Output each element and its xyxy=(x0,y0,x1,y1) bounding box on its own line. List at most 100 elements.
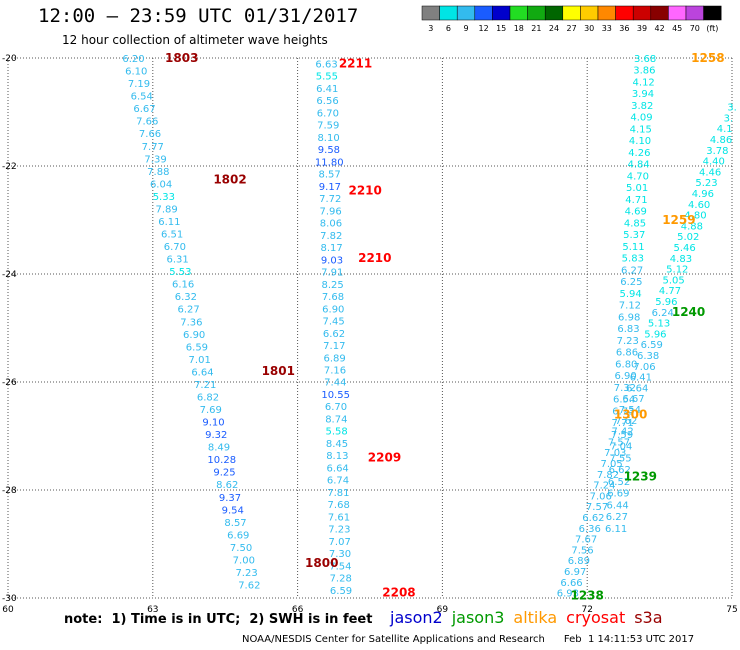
pass-number-label: 2208 xyxy=(382,586,415,600)
x-tick-label: 66 xyxy=(292,605,304,615)
wave-height-value: 6.98 xyxy=(618,312,640,323)
wave-height-value: 6.41 xyxy=(316,84,338,95)
wave-height-value: 9.37 xyxy=(219,493,241,504)
wave-height-value: 7.45 xyxy=(322,317,344,328)
wave-height-value: 6.89 xyxy=(568,556,590,567)
wave-height-value: 6.59 xyxy=(641,340,663,351)
wave-height-value: 4.88 xyxy=(681,221,703,232)
wave-height-value: 4.1 xyxy=(717,124,733,135)
wave-height-value: 6.69 xyxy=(227,530,249,541)
satellite-legend-cryosat: cryosat xyxy=(566,608,626,627)
wave-height-value: 9.25 xyxy=(213,468,235,479)
credit-line: NOAA/NESDIS Center for Satellite Applica… xyxy=(242,634,695,645)
colorbar-label: 18 xyxy=(514,24,524,33)
wave-height-value: 7.67 xyxy=(575,535,597,546)
x-tick-label: 69 xyxy=(437,605,449,615)
wave-height-value: 7.59 xyxy=(611,430,633,441)
wave-height-value: 7.17 xyxy=(323,341,345,352)
colorbar-label: 12 xyxy=(479,24,489,33)
colorbar-label: 24 xyxy=(549,24,559,33)
wave-height-value: 7.23 xyxy=(328,525,350,536)
colorbar-label: 36 xyxy=(619,24,629,33)
wave-height-value: 6.54 xyxy=(131,92,153,103)
pass-number-label: 1802 xyxy=(213,173,246,187)
chart-subtitle: 12 hour collection of altimeter wave hei… xyxy=(62,33,328,47)
wave-height-value: 7.66 xyxy=(136,117,158,128)
wave-height-value: 7.01 xyxy=(189,355,211,366)
wave-height-value: 7.62 xyxy=(238,581,260,592)
pass-number-label: 1803 xyxy=(165,51,198,65)
wave-height-value: 6.74 xyxy=(327,476,349,487)
pass-number-label: 1240 xyxy=(672,305,705,319)
wave-height-value: 5.13 xyxy=(648,319,670,330)
pass-number-label: 1259 xyxy=(662,213,695,227)
wave-height-value: 6.11 xyxy=(605,524,627,535)
y-tick-label: -20 xyxy=(2,54,17,64)
wave-height-value: 7.69 xyxy=(200,405,222,416)
wave-height-value: 4.26 xyxy=(628,148,650,159)
wave-height-value: 6.44 xyxy=(606,500,628,511)
wave-height-value: 3. xyxy=(727,103,737,114)
wave-height-value: 4.69 xyxy=(625,207,647,218)
wave-height-value: 7.07 xyxy=(329,537,351,548)
wave-height-value: 7.66 xyxy=(139,129,161,140)
colorbar-label: 27 xyxy=(567,24,577,33)
wave-height-value: 6.51 xyxy=(161,230,183,241)
wave-height-value: 5.46 xyxy=(673,243,695,254)
colorbar-swatch xyxy=(703,5,722,21)
wave-height-value: 7.30 xyxy=(329,549,351,560)
wave-height-value: 6.20 xyxy=(122,54,144,65)
wave-height-value: 7.61 xyxy=(328,512,350,523)
wave-height-value: 8.57 xyxy=(224,518,246,529)
wave-height-value: 6.62 xyxy=(323,329,345,340)
x-tick-label: 75 xyxy=(726,605,737,615)
wave-height-value: 7.42 xyxy=(611,427,633,438)
wave-height-value: 4.12 xyxy=(633,77,655,88)
satellite-legend: jason2 jason3 altika cryosat s3a xyxy=(390,608,672,627)
wave-height-value: 8.13 xyxy=(326,451,348,462)
colorbar-swatch xyxy=(544,5,564,21)
colorbar-label: 30 xyxy=(584,24,594,33)
wave-height-value: 7.06 xyxy=(590,491,612,502)
wave-height-value: 6.63 xyxy=(315,59,337,70)
wave-height-value: 5.96 xyxy=(644,329,666,340)
colorbar-swatch xyxy=(685,5,704,21)
wave-height-value: 9.03 xyxy=(321,255,343,266)
wave-height-value: 5.55 xyxy=(316,72,338,83)
wave-height-value: 7.57 xyxy=(586,502,608,513)
colorbar-label: (ft) xyxy=(706,24,718,33)
wave-height-value: 7.59 xyxy=(317,121,339,132)
wave-height-value: 7.89 xyxy=(155,204,177,215)
wave-height-value: 6.27 xyxy=(606,512,628,523)
wave-height-value: 7.00 xyxy=(233,555,255,566)
colorbar-swatch xyxy=(527,5,546,21)
footnote: note: 1) Time is in UTC; 2) SWH is in fe… xyxy=(64,612,373,627)
pass-number-label: 1238 xyxy=(570,588,603,602)
wave-height-value: 6.10 xyxy=(125,67,147,78)
wave-height-value: 5.37 xyxy=(623,230,645,241)
wave-height-value: 8.74 xyxy=(325,414,347,425)
colorbar-swatch xyxy=(615,5,634,21)
wave-height-value: 10.28 xyxy=(207,455,236,466)
wave-height-value: 6.64 xyxy=(626,383,648,394)
wave-height-value: 9.32 xyxy=(205,430,227,441)
wave-height-value: 6.97 xyxy=(564,567,586,578)
colorbar-swatch xyxy=(492,5,511,21)
wave-height-value: 7.82 xyxy=(320,231,342,242)
colorbar-swatch xyxy=(509,5,528,21)
wave-height-value: 6.04 xyxy=(150,179,172,190)
wave-height-value: 6.38 xyxy=(637,351,659,362)
wave-height-value: 7.96 xyxy=(319,206,341,217)
wave-height-value: 3.68 xyxy=(634,54,656,65)
wave-height-value: 7.36 xyxy=(180,317,202,328)
wave-height-value: 6.80 xyxy=(615,359,637,370)
wave-height-value: 7.57 xyxy=(608,437,630,448)
wave-height-value: 7.81 xyxy=(327,488,349,499)
y-tick-label: -24 xyxy=(2,270,17,280)
pass-number-label: 1801 xyxy=(262,364,295,378)
y-tick-label: -28 xyxy=(2,486,17,496)
wave-height-value: 7.44 xyxy=(324,378,346,389)
wave-height-value: 5.53 xyxy=(169,267,191,278)
wave-height-value: 4.46 xyxy=(699,167,721,178)
